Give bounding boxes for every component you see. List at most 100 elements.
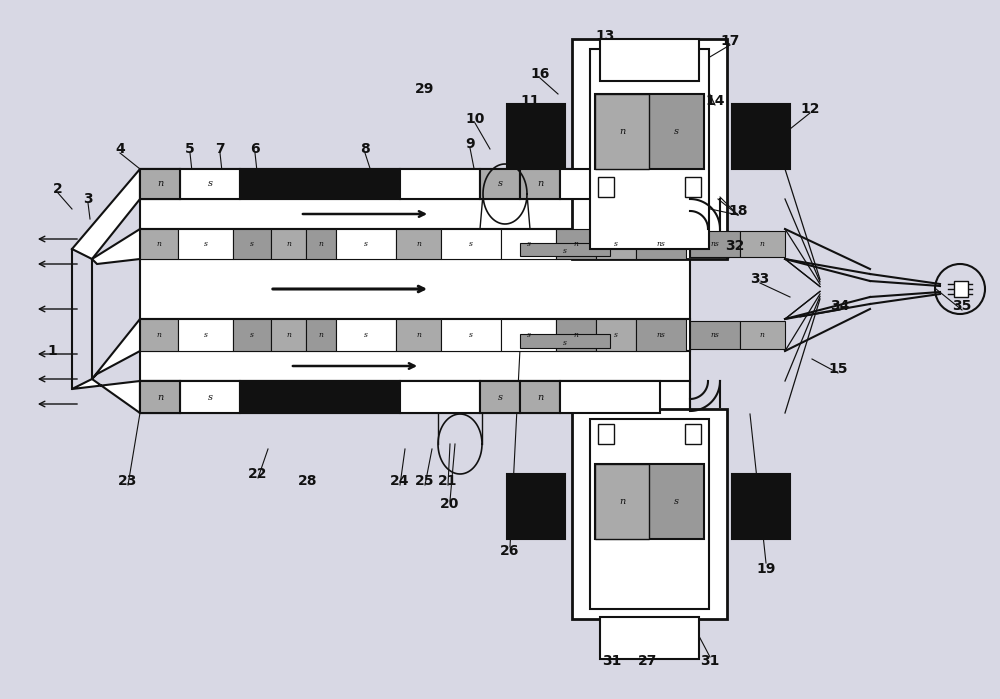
Text: n: n — [286, 331, 291, 339]
Bar — [598, 424, 614, 444]
Bar — [271, 229, 306, 259]
Bar — [306, 319, 336, 351]
Bar — [556, 229, 596, 259]
Bar — [520, 381, 560, 413]
Text: n: n — [157, 180, 163, 189]
Text: 31: 31 — [700, 654, 720, 668]
Text: 18: 18 — [728, 204, 748, 218]
Text: n: n — [319, 331, 323, 339]
Text: 16: 16 — [530, 67, 550, 81]
Bar — [140, 259, 690, 319]
Bar — [595, 94, 649, 169]
Text: n: n — [537, 393, 543, 401]
Bar — [520, 334, 610, 348]
Text: s: s — [364, 331, 368, 339]
Bar — [732, 104, 790, 169]
Text: 11: 11 — [520, 94, 540, 108]
Text: n: n — [619, 127, 625, 136]
Bar — [140, 319, 690, 351]
Text: n: n — [416, 240, 421, 248]
Bar — [441, 229, 501, 259]
Bar — [507, 104, 565, 169]
Text: 8: 8 — [360, 142, 370, 156]
Polygon shape — [72, 169, 140, 259]
Bar — [560, 169, 660, 199]
Text: n: n — [760, 331, 764, 339]
Text: s: s — [469, 240, 473, 248]
Text: 34: 34 — [830, 299, 850, 313]
Bar — [400, 381, 480, 413]
Bar — [590, 419, 709, 609]
Text: s: s — [208, 393, 212, 401]
Bar — [600, 39, 699, 81]
Text: n: n — [574, 240, 578, 248]
Text: n: n — [619, 496, 625, 505]
Text: n: n — [157, 393, 163, 401]
Text: 17: 17 — [720, 34, 740, 48]
Bar — [140, 381, 690, 413]
Text: n: n — [286, 240, 291, 248]
Bar — [740, 321, 785, 349]
Bar — [520, 169, 560, 199]
Bar — [140, 169, 690, 199]
Bar — [595, 464, 704, 539]
Text: s: s — [527, 331, 530, 339]
Bar — [140, 169, 180, 199]
Text: n: n — [574, 331, 578, 339]
Bar — [732, 474, 790, 539]
Bar — [233, 229, 271, 259]
Bar — [140, 199, 690, 229]
Text: 24: 24 — [390, 474, 410, 488]
Bar — [598, 177, 614, 197]
Bar — [690, 321, 740, 349]
Text: 7: 7 — [215, 142, 225, 156]
Text: 4: 4 — [115, 142, 125, 156]
Bar — [507, 474, 565, 539]
Text: 5: 5 — [185, 142, 195, 156]
Text: 3: 3 — [83, 192, 93, 206]
Bar — [180, 381, 240, 413]
Text: 32: 32 — [725, 239, 745, 253]
Text: s: s — [527, 240, 530, 248]
Text: s: s — [204, 240, 207, 248]
Text: 19: 19 — [756, 562, 776, 576]
Bar — [178, 229, 233, 259]
Text: 9: 9 — [465, 137, 475, 151]
Bar — [140, 351, 690, 381]
Bar — [140, 381, 180, 413]
Bar — [336, 229, 396, 259]
Bar — [178, 319, 233, 351]
Text: 21: 21 — [438, 474, 458, 488]
Text: n: n — [157, 331, 161, 339]
Bar — [480, 381, 520, 413]
Text: 23: 23 — [118, 474, 138, 488]
Text: 27: 27 — [638, 654, 658, 668]
Bar — [690, 231, 740, 257]
Text: 20: 20 — [440, 497, 460, 511]
Text: 12: 12 — [800, 102, 820, 116]
Polygon shape — [72, 379, 140, 413]
Text: 31: 31 — [602, 654, 622, 668]
Bar — [271, 319, 306, 351]
Text: s: s — [498, 393, 503, 401]
Text: 35: 35 — [952, 299, 972, 313]
Text: 28: 28 — [298, 474, 318, 488]
Text: s: s — [250, 331, 254, 339]
Bar — [572, 409, 727, 619]
Bar — [595, 464, 649, 539]
Bar — [336, 319, 396, 351]
Text: s: s — [614, 240, 618, 248]
Text: 29: 29 — [415, 82, 435, 96]
Text: s: s — [563, 247, 567, 255]
Bar — [740, 231, 785, 257]
Text: 25: 25 — [415, 474, 435, 488]
Bar — [560, 381, 660, 413]
Bar — [140, 169, 180, 199]
Bar — [240, 381, 400, 413]
Text: s: s — [674, 127, 678, 136]
Text: 2: 2 — [53, 182, 63, 196]
Text: 13: 13 — [595, 29, 615, 43]
Text: 22: 22 — [248, 467, 268, 481]
Text: s: s — [674, 496, 678, 505]
Bar — [306, 229, 336, 259]
